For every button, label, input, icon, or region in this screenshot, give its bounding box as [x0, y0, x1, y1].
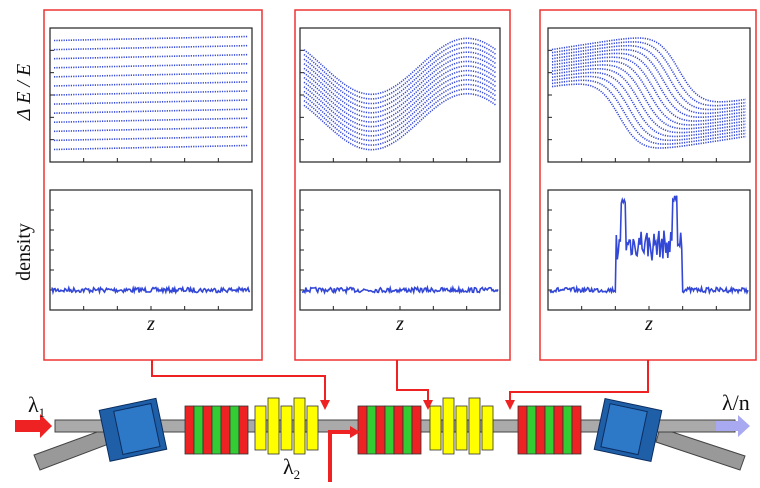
- modulator-pole: [229, 405, 240, 455]
- output-arrow: [716, 415, 750, 437]
- phase-trace: [53, 108, 248, 114]
- phase-trace: [54, 117, 249, 123]
- phase-trace: [53, 135, 248, 142]
- phase-trace: [303, 83, 497, 142]
- modulator-pole: [402, 405, 413, 455]
- phase-trace: [551, 71, 747, 138]
- phase-trace: [303, 60, 497, 119]
- plot-area: [299, 27, 501, 163]
- phase-trace: [53, 63, 248, 69]
- phase-trace: [303, 37, 497, 96]
- phase-trace: [551, 68, 747, 134]
- seed-label: λ2: [283, 454, 300, 482]
- modulator-pole: [553, 405, 564, 455]
- chicane-magnet: [280, 405, 293, 451]
- phase-trace: [303, 69, 497, 128]
- modulator-pole: [544, 405, 555, 455]
- phase-trace: [53, 99, 248, 105]
- phase-trace: [303, 92, 497, 151]
- connector: [396, 360, 433, 410]
- modulator-pole: [357, 405, 368, 455]
- phase-trace: [303, 74, 497, 133]
- modulator-pole: [202, 405, 213, 455]
- phase-trace: [54, 44, 249, 51]
- dipole: [98, 397, 168, 462]
- density-trace: [549, 195, 749, 296]
- x-label: z: [644, 313, 653, 335]
- chicane-magnet: [481, 405, 494, 451]
- plot-area: [547, 27, 751, 163]
- chicane-magnet: [429, 405, 442, 451]
- modulator-pole: [193, 405, 204, 455]
- y-label: density: [13, 223, 35, 281]
- chicane-magnet: [267, 397, 280, 455]
- panel-frame: [294, 9, 511, 361]
- phase-trace: [54, 126, 249, 133]
- phase-trace: [551, 52, 747, 118]
- phase-trace: [54, 35, 249, 42]
- x-label: z: [395, 313, 404, 335]
- pipe: [33, 427, 115, 471]
- y-label: Δ E / E: [13, 64, 35, 121]
- input-label: λ1: [28, 392, 45, 420]
- chicane-magnet: [254, 405, 267, 451]
- modulator-pole: [526, 405, 537, 455]
- x-label: z: [146, 313, 155, 335]
- connector: [151, 360, 330, 410]
- dipole: [593, 397, 663, 463]
- phase-trace: [54, 81, 249, 87]
- chicane-magnet: [468, 397, 481, 455]
- phase-trace: [303, 51, 497, 110]
- connector: [505, 360, 649, 410]
- phase-trace: [53, 144, 248, 151]
- modulator-pole: [562, 405, 573, 455]
- phase-trace: [551, 64, 747, 130]
- input-arrow: [15, 414, 52, 438]
- phase-trace: [551, 79, 747, 145]
- phase-trace: [54, 90, 248, 96]
- chicane-magnet: [455, 405, 468, 451]
- phase-trace: [303, 65, 497, 123]
- modulator-pole: [211, 405, 222, 455]
- phase-trace: [551, 44, 747, 111]
- phase-trace: [303, 55, 497, 114]
- chicane-magnet: [306, 405, 319, 451]
- modulator-pole: [184, 405, 195, 455]
- phase-trace: [54, 72, 249, 78]
- modulator-pole: [535, 405, 546, 455]
- chicane-magnet: [293, 397, 306, 455]
- phase-trace: [303, 88, 497, 146]
- seed-arrow: [328, 430, 352, 482]
- modulator-pole: [375, 405, 386, 455]
- modulator-pole: [238, 405, 249, 455]
- seed-arrow-head: [350, 426, 360, 438]
- phase-trace: [53, 53, 248, 60]
- modulator-pole: [411, 405, 422, 455]
- modulator-pole: [517, 405, 528, 455]
- beamline: [15, 397, 750, 482]
- modulator-pole: [384, 405, 395, 455]
- phase-trace: [303, 78, 497, 137]
- density-trace: [302, 284, 499, 296]
- phase-trace: [551, 83, 747, 149]
- modulator-pole: [393, 405, 404, 455]
- modulator-pole: [571, 405, 582, 455]
- chicane-magnet: [442, 397, 455, 455]
- plots: [49, 27, 751, 311]
- modulator-pole: [366, 405, 377, 455]
- phase-trace: [303, 42, 497, 100]
- modulator-pole: [220, 405, 231, 455]
- pipe: [655, 427, 746, 471]
- phase-trace: [303, 46, 497, 105]
- output-label: λ/n: [722, 390, 750, 415]
- density-trace: [51, 284, 251, 296]
